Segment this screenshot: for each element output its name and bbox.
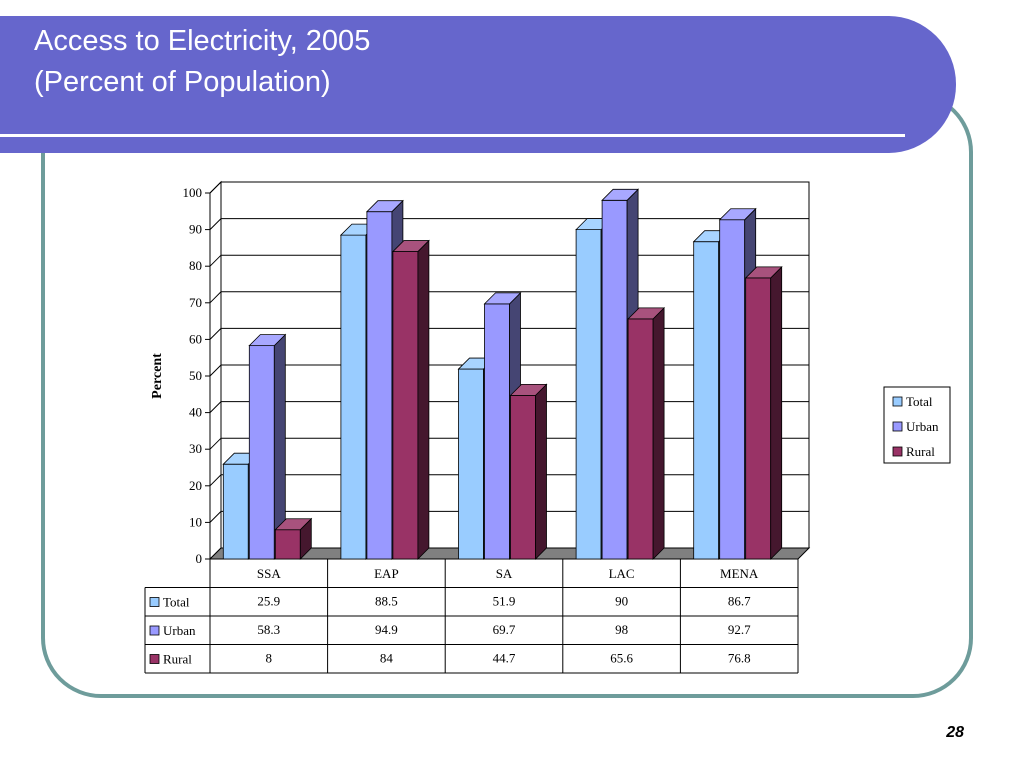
bar-side-rural-sa	[535, 383, 547, 560]
legend-swatch-total	[892, 396, 903, 407]
data-label: 44.7	[493, 651, 516, 666]
slide-title-line-1: Access to Electricity, 2005	[34, 25, 371, 57]
x-category-label: SSA	[257, 566, 281, 581]
bar-side-rural-mena	[770, 265, 783, 560]
y-tick-label: 80	[189, 258, 202, 273]
y-tick-label: 40	[189, 405, 202, 420]
y-tick-label: 20	[189, 478, 202, 493]
bar-top-urban-lac	[601, 188, 640, 201]
data-label: 98	[615, 622, 628, 637]
data-label: 84	[380, 651, 394, 666]
bar-rural-lac	[627, 318, 654, 560]
bar-top-rural-lac	[627, 307, 666, 320]
bar-urban-lac	[601, 199, 628, 560]
table-series-label-total: Total	[163, 595, 190, 610]
bar-total-eap	[340, 234, 367, 560]
bar-rural-sa	[510, 394, 536, 560]
bar-rural-mena	[745, 277, 772, 560]
page-number: 28	[946, 724, 964, 741]
legend-swatch-rural	[892, 446, 903, 457]
bar-top-rural-eap	[391, 240, 430, 252]
title-banner	[0, 16, 956, 153]
table-series-label-urban: Urban	[163, 623, 196, 638]
bar-total-sa	[458, 368, 484, 560]
bar-top-urban-eap	[365, 200, 404, 213]
y-tick-label: 90	[189, 222, 202, 237]
bar-urban-mena	[719, 219, 746, 560]
table-swatch-total	[149, 597, 160, 607]
bar-total-ssa	[222, 463, 249, 560]
data-label: 94.9	[375, 622, 398, 637]
bar-urban-sa	[484, 303, 510, 560]
y-axis-title: Percent	[150, 353, 165, 399]
title-underline	[0, 134, 905, 137]
bar-top-rural-sa	[509, 383, 548, 396]
y-tick-label: 0	[196, 551, 203, 566]
bar-top-urban-sa	[483, 292, 522, 305]
table-swatch-rural	[149, 654, 160, 664]
data-label: 76.8	[728, 651, 751, 666]
legend-swatch-urban	[892, 421, 903, 432]
bar-rural-ssa	[274, 529, 301, 560]
data-label: 69.7	[493, 622, 516, 637]
bar-rural-eap	[392, 251, 419, 560]
legend-label-urban: Urban	[906, 419, 939, 434]
bar-top-rural-mena	[744, 266, 783, 279]
data-label: 88.5	[375, 594, 398, 609]
gridline	[209, 181, 809, 194]
data-label: 51.9	[493, 594, 516, 609]
x-category-label: MENA	[720, 566, 759, 581]
data-label: 8	[266, 651, 273, 666]
bar-top-urban-ssa	[248, 334, 287, 347]
bar-urban-ssa	[248, 345, 275, 560]
bar-top-urban-mena	[718, 208, 757, 221]
data-label: 58.3	[257, 622, 280, 637]
y-tick-label: 50	[189, 368, 202, 383]
bar-top-rural-ssa	[274, 518, 313, 531]
data-label: 65.6	[610, 651, 633, 666]
x-category-label: LAC	[609, 566, 635, 581]
y-tick-label: 70	[189, 295, 202, 310]
slide-title-line-2: (Percent of Population)	[34, 66, 331, 98]
y-tick-label: 60	[189, 331, 202, 346]
bar-urban-eap	[366, 211, 393, 560]
data-label: 25.9	[257, 594, 280, 609]
legend-label-total: Total	[906, 394, 933, 409]
x-category-label: EAP	[374, 566, 399, 581]
y-tick-label: 10	[189, 514, 202, 529]
table-series-label-rural: Rural	[163, 652, 192, 667]
table-swatch-urban	[149, 625, 160, 636]
legend-label-rural: Rural	[906, 444, 935, 459]
bar-total-lac	[575, 229, 602, 560]
x-category-label: SA	[496, 566, 513, 581]
data-label: 86.7	[728, 594, 751, 609]
y-tick-label: 100	[183, 185, 203, 200]
bar-side-rural-eap	[417, 239, 430, 560]
bar-total-mena	[693, 241, 720, 560]
bar-side-rural-lac	[652, 306, 665, 560]
data-label: 92.7	[728, 622, 751, 637]
data-label: 90	[615, 594, 628, 609]
y-tick-label: 30	[189, 441, 202, 456]
